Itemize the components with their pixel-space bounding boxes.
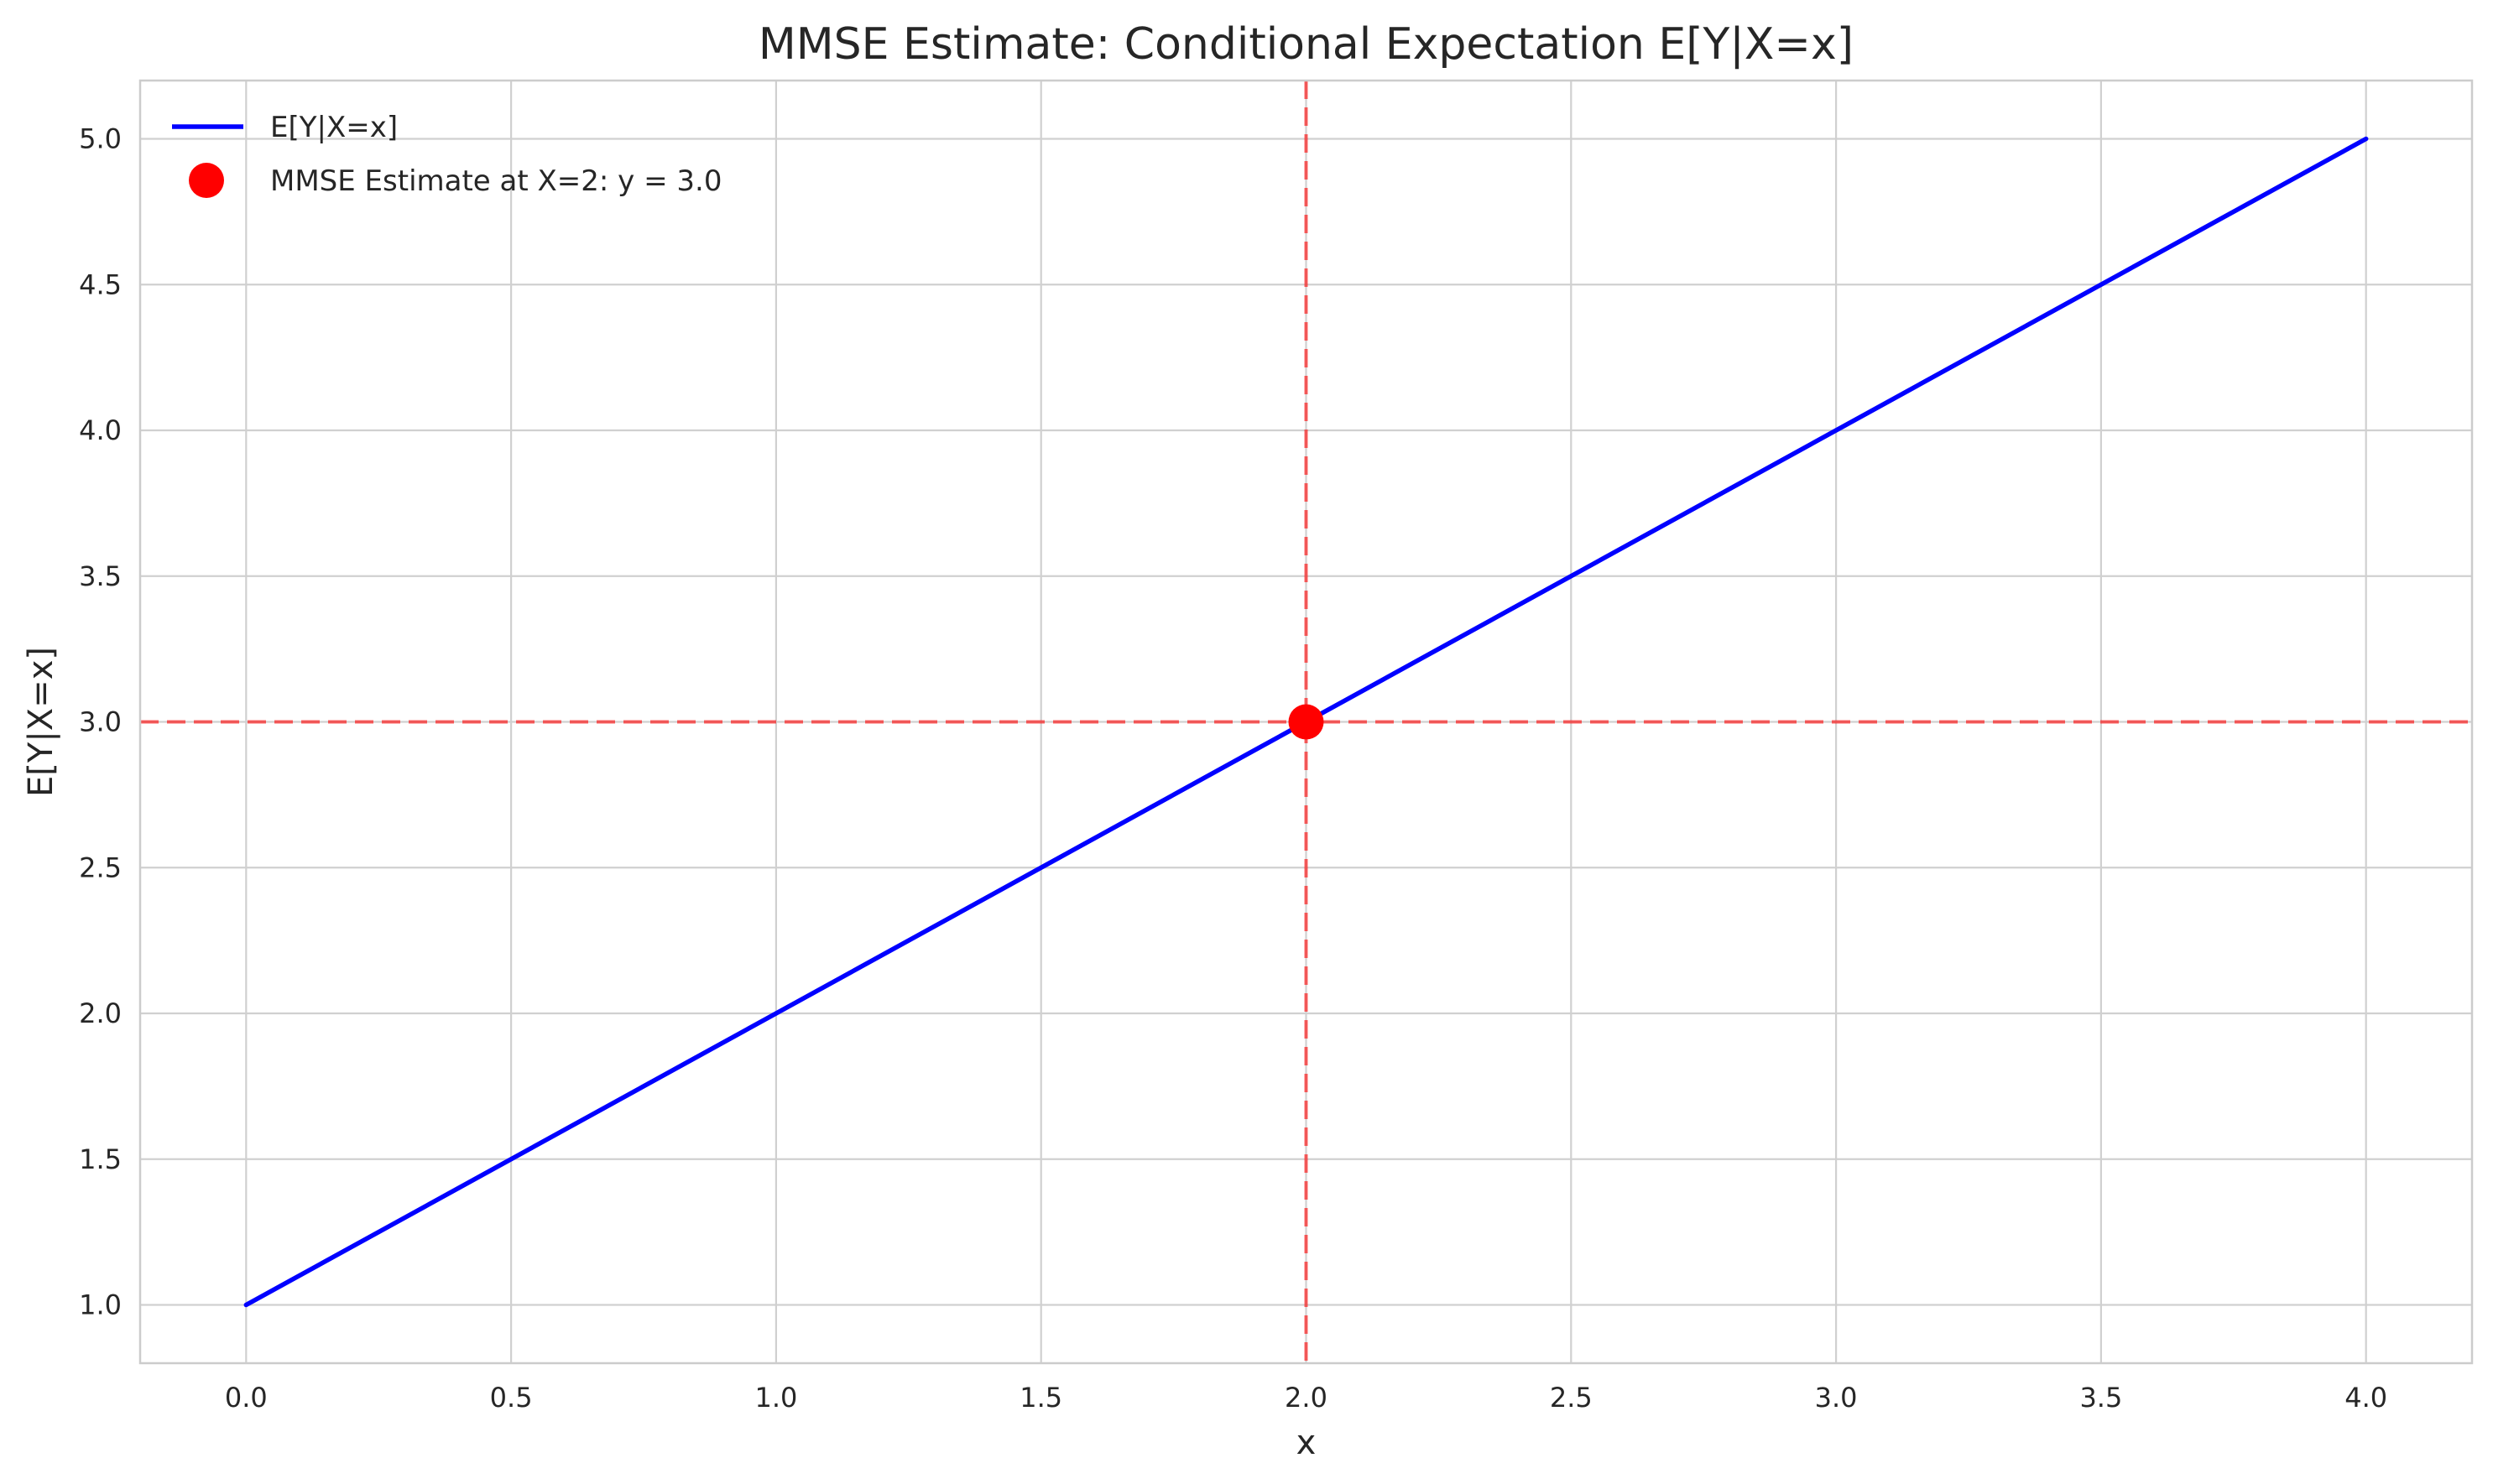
series-layer [243, 136, 2369, 1308]
x-tick-label: 0.5 [490, 1382, 533, 1414]
y-tick-label: 3.5 [79, 560, 122, 592]
y-tick-label: 5.0 [79, 123, 122, 155]
x-tick-label: 0.0 [225, 1382, 268, 1414]
scatter-point [1288, 704, 1324, 740]
y-tick-label: 1.5 [79, 1143, 122, 1175]
legend-marker-swatch [189, 163, 224, 198]
plot-frame [138, 79, 2474, 1365]
x-tick-labels: 0.0 0.5 1.0 1.5 2.0 2.5 3.0 3.5 4.0 [225, 1382, 2387, 1414]
y-tick-label: 2.0 [79, 997, 122, 1029]
x-tick-label: 4.0 [2344, 1382, 2387, 1414]
y-tick-labels: 1.0 1.5 2.0 2.5 3.0 3.5 4.0 4.5 5.0 [79, 123, 122, 1321]
y-tick-label: 3.0 [79, 706, 122, 738]
x-tick-label: 1.5 [1020, 1382, 1062, 1414]
legend-label-line: E[Y|X=x] [270, 111, 398, 144]
y-tick-label: 4.5 [79, 268, 122, 300]
y-tick-label: 4.0 [79, 414, 122, 446]
x-tick-label: 2.0 [1285, 1382, 1327, 1414]
y-tick-label: 2.5 [79, 851, 122, 883]
y-axis-label: E[Y|X=x] [22, 647, 60, 797]
y-tick-label: 1.0 [79, 1289, 122, 1321]
x-tick-label: 3.5 [2079, 1382, 2122, 1414]
chart-title: MMSE Estimate: Conditional Expectation E… [759, 19, 1854, 70]
x-axis-label: x [1296, 1424, 1317, 1462]
x-tick-label: 1.0 [754, 1382, 797, 1414]
legend: E[Y|X=x] MMSE Estimate at X=2: y = 3.0 [172, 111, 722, 198]
x-tick-label: 3.0 [1815, 1382, 1858, 1414]
legend-label-scatter: MMSE Estimate at X=2: y = 3.0 [270, 164, 722, 198]
x-tick-label: 2.5 [1550, 1382, 1593, 1414]
